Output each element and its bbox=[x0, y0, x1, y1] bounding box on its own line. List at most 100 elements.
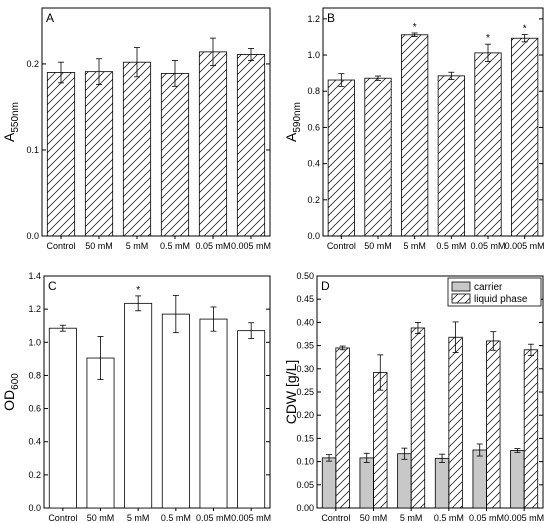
y-tick-label: 0.40 bbox=[296, 317, 314, 327]
y-axis-label-subscript: 600 bbox=[10, 373, 21, 390]
y-axis-label-subscript: 590nm bbox=[292, 102, 303, 133]
bar-liquid-phase bbox=[448, 336, 463, 509]
x-tick-label: 0.005 mM bbox=[504, 513, 544, 523]
bar-value bbox=[46, 72, 76, 237]
legend-entry: liquid phase bbox=[474, 294, 528, 305]
x-tick-label: Control bbox=[48, 513, 77, 523]
x-tick-label: 5 mM bbox=[403, 241, 426, 251]
significance-marker: * bbox=[486, 33, 490, 44]
plot-frame bbox=[316, 275, 544, 509]
y-tick-label: 0.0 bbox=[26, 231, 39, 241]
bar-carrier bbox=[359, 457, 374, 509]
bar-value bbox=[327, 79, 355, 237]
legend-entry: carrier bbox=[474, 282, 503, 293]
x-tick-label: 50 mM bbox=[364, 241, 392, 251]
x-tick-label: 5 mM bbox=[126, 241, 149, 251]
y-axis-label-main: A bbox=[283, 132, 299, 142]
y-tick-label: 0.20 bbox=[296, 410, 314, 420]
plot-frame bbox=[322, 7, 544, 237]
bar-carrier bbox=[510, 450, 525, 509]
y-tick-label: 0.8 bbox=[307, 86, 320, 96]
y-tick-label: 0.25 bbox=[296, 387, 314, 397]
chart-panel-c: C 0.0 0.2 0.4 0.6 0.8 1.0 1.2 1.4 OD600 Control 50 … bbox=[1, 271, 271, 523]
chart-panel-b: B 0.0 0.2 0.4 0.6 0.8 1.0 1.2 A590nm Control 50 mM… bbox=[283, 7, 545, 251]
y-tick-label: 0.30 bbox=[296, 364, 314, 374]
y-axis-label: OD600 bbox=[1, 373, 21, 411]
y-tick-label: 1.0 bbox=[28, 337, 41, 347]
y-tick-label: 0.6 bbox=[307, 122, 320, 132]
y-tick-label: 0.6 bbox=[28, 404, 41, 414]
x-tick-label: 5 mM bbox=[400, 513, 423, 523]
y-tick-label: 0.1 bbox=[26, 145, 39, 155]
bar-value bbox=[236, 54, 266, 237]
bar-liquid-phase bbox=[335, 347, 350, 509]
legend-swatch bbox=[451, 293, 471, 304]
chart-panel-d: D 0.00 0.05 0.10 0.15 0.20 0.25 0.30 0.35 0.40 0.4… bbox=[283, 271, 544, 523]
significance-marker: * bbox=[136, 285, 140, 296]
bar-value bbox=[84, 71, 114, 237]
significance-marker: * bbox=[523, 24, 527, 35]
y-tick-label: 0.10 bbox=[296, 457, 314, 467]
y-tick-label: 0.4 bbox=[28, 437, 41, 447]
bar-liquid-phase bbox=[373, 372, 388, 509]
x-tick-label: 0.5 mM bbox=[434, 513, 464, 523]
bar-value bbox=[124, 302, 153, 509]
x-tick-label: 0.05 mM bbox=[196, 513, 231, 523]
significance-marker: * bbox=[413, 22, 417, 33]
bar-value bbox=[401, 34, 429, 237]
y-tick-label: 1.0 bbox=[307, 50, 320, 60]
x-tick-label: 0.05 mM bbox=[469, 513, 504, 523]
x-tick-label: 0.005 mM bbox=[231, 513, 271, 523]
panel-label: A bbox=[46, 11, 54, 25]
y-tick-label: 0.2 bbox=[26, 59, 39, 69]
y-tick-label: 0.2 bbox=[28, 470, 41, 480]
y-axis-label: A550nm bbox=[1, 102, 21, 142]
x-tick-label: 0.05 mM bbox=[470, 241, 505, 251]
bar-liquid-phase bbox=[410, 327, 426, 509]
y-axis-label-main: OD bbox=[1, 390, 17, 411]
y-tick-label: 0.00 bbox=[296, 503, 314, 513]
x-tick-label: Control bbox=[46, 241, 75, 251]
x-tick-label: 0.5 mM bbox=[436, 241, 466, 251]
x-tick-label: 0.005 mM bbox=[505, 241, 545, 251]
bar-value bbox=[474, 52, 502, 237]
bar-carrier bbox=[321, 457, 337, 509]
y-axis-label: A590nm bbox=[283, 102, 303, 142]
bar-value bbox=[161, 313, 190, 509]
x-tick-label: 0.5 mM bbox=[161, 513, 191, 523]
bar-value bbox=[237, 330, 266, 509]
panel-label: D bbox=[321, 279, 330, 293]
chart-panel-a: A 0.0 0.1 0.2 A550nm Control 50 mM 5 mM 0.5 mM 0.… bbox=[1, 7, 271, 251]
y-tick-label: 0.0 bbox=[307, 231, 320, 241]
bar-value bbox=[437, 75, 465, 237]
y-tick-label: 0.4 bbox=[307, 159, 320, 169]
bar-liquid-phase bbox=[523, 349, 539, 509]
y-tick-label: 1.2 bbox=[307, 14, 320, 24]
x-tick-label: 50 mM bbox=[85, 241, 113, 251]
x-tick-label: 50 mM bbox=[360, 513, 388, 523]
x-tick-label: 0.005 mM bbox=[231, 241, 271, 251]
plot-frame bbox=[41, 7, 271, 237]
y-tick-label: 0.15 bbox=[296, 433, 314, 443]
x-tick-label: 5 mM bbox=[127, 513, 150, 523]
x-tick-label: Control bbox=[321, 513, 350, 523]
y-tick-label: 0.45 bbox=[296, 294, 314, 304]
x-tick-label: Control bbox=[327, 241, 356, 251]
x-tick-label: 0.5 mM bbox=[160, 241, 190, 251]
bar-value bbox=[122, 61, 152, 237]
y-tick-label: 0.35 bbox=[296, 341, 314, 351]
y-tick-label: 0.2 bbox=[307, 195, 320, 205]
y-axis-label-main: A bbox=[1, 132, 17, 142]
bar-value bbox=[86, 357, 115, 509]
x-tick-label: 0.05 mM bbox=[195, 241, 230, 251]
bar-value bbox=[160, 72, 190, 237]
plot-frame bbox=[43, 275, 271, 509]
y-tick-label: 1.4 bbox=[28, 271, 41, 281]
bar-liquid-phase bbox=[486, 340, 501, 509]
bar-value bbox=[199, 318, 228, 509]
bar-value bbox=[198, 51, 228, 237]
panel-label: B bbox=[327, 11, 335, 25]
y-tick-label: 0.0 bbox=[28, 503, 41, 513]
panel-label: C bbox=[48, 279, 57, 293]
